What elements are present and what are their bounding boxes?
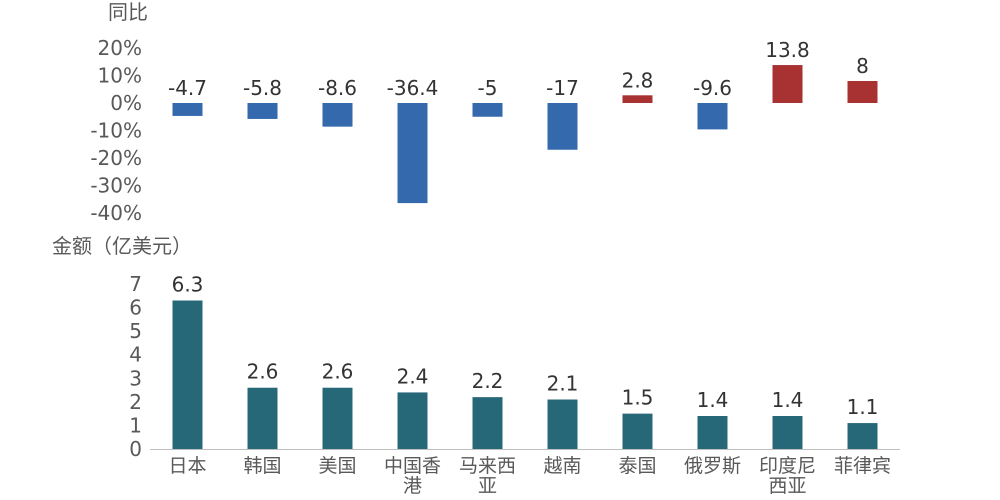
category-label-line: 泰国	[618, 455, 656, 477]
amount-bar	[247, 387, 278, 449]
category-label: 菲律宾	[834, 455, 891, 477]
yoy-data-label: -36.4	[387, 76, 439, 100]
amount-y-tick-label: 1	[129, 413, 142, 437]
amount-data-labels: 6.3 2.6 2.6 2.4 2.2 2.1 1.5 1.4 1.4 1.1	[172, 273, 879, 420]
amount-y-tick-label: 4	[129, 343, 142, 367]
yoy-chart: 同比 20% 10% 0% -10% -20% -30% -40% -4.7 -5.8 -8.6…	[90, 0, 878, 225]
category-label: 韩国	[243, 455, 281, 477]
amount-y-tick-label: 3	[129, 366, 142, 390]
category-label: 美国	[318, 455, 356, 477]
yoy-bar	[697, 103, 728, 130]
yoy-y-tick-label: -30%	[90, 174, 142, 198]
category-label-line: 印度尼	[759, 455, 816, 477]
yoy-y-tick-label: 20%	[98, 36, 142, 60]
amount-data-label: 2.6	[322, 360, 354, 384]
category-label: 中国香港	[384, 455, 441, 497]
amount-bar	[772, 416, 803, 449]
amount-data-label: 2.1	[547, 372, 579, 396]
amount-data-label: 1.4	[697, 388, 729, 412]
yoy-y-tick-label: -10%	[90, 119, 142, 143]
amount-bars	[172, 300, 878, 449]
category-label: 马来西亚	[459, 455, 516, 497]
category-label-line: 中国香	[384, 455, 441, 477]
yoy-y-tick-label: 10%	[98, 64, 142, 88]
yoy-bar	[622, 95, 653, 103]
amount-bar	[172, 300, 203, 449]
category-label: 日本	[168, 455, 206, 477]
amount-y-tick-label: 7	[129, 272, 142, 296]
amount-y-tick-label: 2	[129, 390, 142, 414]
category-label: 印度尼西亚	[759, 455, 816, 497]
amount-bar	[397, 392, 428, 449]
amount-data-label: 1.5	[622, 386, 654, 410]
category-label-line: 日本	[168, 455, 206, 477]
amount-data-label: 1.4	[772, 388, 804, 412]
yoy-data-label: -8.6	[318, 76, 357, 100]
yoy-data-labels: -4.7 -5.8 -8.6 -36.4 -5 -17 2.8 -9.6 13.8 8	[168, 38, 869, 100]
yoy-axis-title: 同比	[108, 0, 148, 24]
category-label-line: 俄罗斯	[684, 455, 741, 477]
category-label-line: 越南	[543, 455, 581, 477]
category-label-line: 港	[403, 475, 422, 497]
category-label-line: 亚	[478, 475, 497, 497]
amount-y-tick-label: 6	[129, 296, 142, 320]
amount-bar	[472, 397, 503, 449]
yoy-y-tick-label: 0%	[110, 91, 142, 115]
yoy-data-label: -5	[478, 76, 498, 100]
yoy-bar	[772, 65, 803, 103]
yoy-y-ticks: 20% 10% 0% -10% -20% -30% -40%	[90, 36, 142, 225]
amount-data-label: 1.1	[847, 395, 879, 419]
yoy-y-tick-label: -40%	[90, 201, 142, 225]
category-label-line: 美国	[318, 455, 356, 477]
category-label: 越南	[543, 455, 581, 477]
amount-data-label: 2.4	[397, 364, 429, 388]
yoy-data-label: -17	[546, 76, 579, 100]
yoy-bar	[247, 103, 278, 119]
yoy-data-label: -5.8	[243, 76, 282, 100]
category-label: 泰国	[618, 455, 656, 477]
amount-bar	[547, 399, 578, 449]
amount-bar	[847, 423, 878, 449]
yoy-bar	[172, 103, 203, 116]
amount-axis-title: 金额（亿美元）	[52, 234, 192, 258]
yoy-y-tick-label: -20%	[90, 146, 142, 170]
amount-bar	[697, 416, 728, 449]
category-label-line: 韩国	[243, 455, 281, 477]
yoy-data-label: 8	[856, 54, 869, 78]
yoy-bar	[847, 81, 878, 103]
category-label-line: 菲律宾	[834, 455, 891, 477]
yoy-bar	[547, 103, 578, 150]
yoy-bars	[172, 65, 878, 204]
category-label-line: 马来西	[459, 455, 516, 477]
yoy-bar	[472, 103, 503, 117]
amount-data-label: 2.6	[247, 360, 279, 384]
yoy-bar	[322, 103, 353, 127]
amount-bar	[622, 413, 653, 449]
yoy-data-label: 2.8	[622, 68, 654, 92]
amount-data-label: 2.2	[472, 369, 504, 393]
yoy-data-label: 13.8	[765, 38, 810, 62]
yoy-data-label: -9.6	[693, 76, 732, 100]
yoy-data-label: -4.7	[168, 76, 207, 100]
category-label-line: 西亚	[768, 475, 806, 497]
amount-y-tick-label: 0	[129, 437, 142, 461]
amount-y-tick-label: 5	[129, 319, 142, 343]
amount-data-label: 6.3	[172, 273, 204, 297]
category-label: 俄罗斯	[684, 455, 741, 477]
yoy-bar	[397, 103, 428, 204]
amount-bar	[322, 387, 353, 449]
